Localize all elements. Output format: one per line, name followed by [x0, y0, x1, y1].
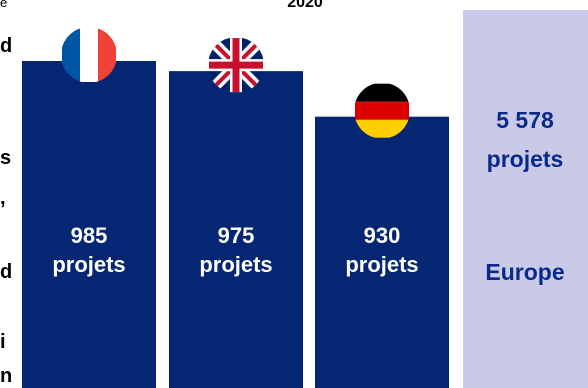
europe-total-value: 5 578 [496, 107, 554, 133]
bar-0 [22, 61, 156, 388]
bar-value-label: 985 [71, 223, 108, 248]
cropped-text-fragment: s [0, 147, 12, 169]
cropped-text-fragment: e [0, 0, 8, 10]
cropped-text-fragment: i [0, 331, 6, 353]
cropped-text-fragment: d [0, 35, 13, 57]
bar-value-label: 930 [364, 223, 401, 248]
bar-unit-label: projets [345, 252, 418, 277]
flag-germany-icon [355, 83, 409, 138]
cropped-text-fragment: , [0, 187, 6, 209]
bar-unit-label: projets [52, 252, 125, 277]
bar-2 [315, 116, 449, 388]
cropped-text-fragment: n [0, 365, 13, 387]
chart-title: 2020 [287, 0, 323, 11]
europe-total-unit: projets [487, 146, 564, 172]
flag-uk-icon [208, 37, 264, 94]
bar-value-label: 975 [218, 223, 255, 248]
europe-label: Europe [485, 259, 564, 285]
europe-total-panel [463, 10, 588, 388]
bar-unit-label: projets [199, 252, 272, 277]
cropped-text-fragment: d [0, 261, 13, 283]
bar-1 [169, 71, 303, 388]
flag-france-icon [62, 28, 116, 82]
